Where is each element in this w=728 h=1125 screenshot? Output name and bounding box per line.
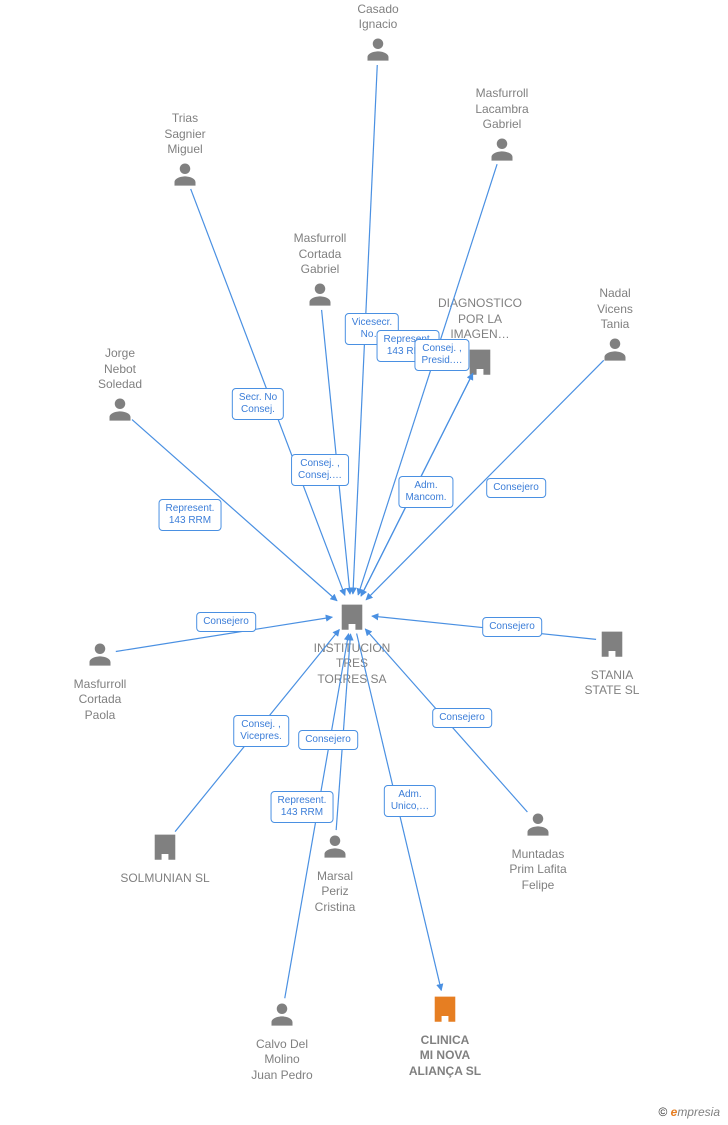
network-edges <box>0 0 728 1125</box>
edge-label: Consejero <box>432 708 492 728</box>
edge-label: Represent.143 RRM <box>159 499 222 531</box>
edge-label: Adm.Unico,… <box>384 785 436 817</box>
edge-line <box>322 310 350 594</box>
edge-label: Consejero <box>298 730 358 750</box>
edge-label: Consej. ,Presid.… <box>414 339 469 371</box>
edge-label: Consejero <box>486 478 546 498</box>
edge-label: Secr. NoConsej. <box>232 388 284 420</box>
edge-label: Consejero <box>482 617 542 637</box>
edge-label: Represent.143 RRM <box>271 791 334 823</box>
edge-label: Consej. ,Vicepres. <box>233 715 289 747</box>
edge-line <box>358 164 497 595</box>
edge-label: Consej. ,Consej.… <box>291 454 349 486</box>
edge-label: Consejero <box>196 612 256 632</box>
edge-label: Adm.Mancom. <box>398 476 453 508</box>
